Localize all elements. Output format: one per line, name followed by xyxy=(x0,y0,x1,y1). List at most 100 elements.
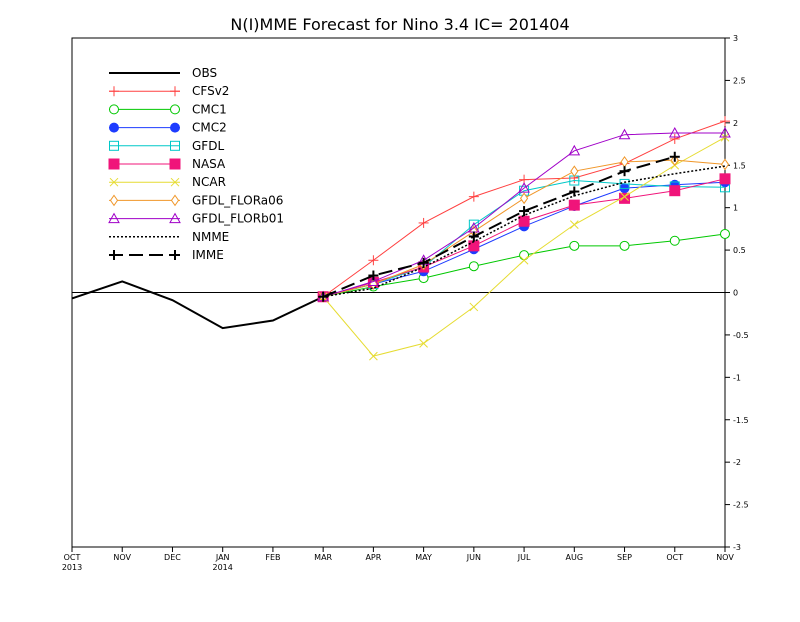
legend-marker-ncar xyxy=(170,177,180,187)
data-point-gfdl-florb01 xyxy=(618,128,631,140)
data-point-gfdl-flora06 xyxy=(519,192,529,205)
x-tick-label: OCT xyxy=(666,553,683,562)
legend-label-imme: IMME xyxy=(192,248,224,262)
data-point-cfsv2 xyxy=(669,133,680,144)
series-line-obs xyxy=(71,280,324,330)
series-cmc1 xyxy=(318,228,730,302)
data-point-nasa xyxy=(719,173,731,185)
series-layer xyxy=(71,116,731,361)
legend-entry-gfdl-flora06: GFDL_FLORa06 xyxy=(109,193,283,207)
legend-marker-imme xyxy=(170,250,180,260)
legend-label-cmc2: CMC2 xyxy=(192,121,227,135)
legend-marker-gfdl-florb01 xyxy=(169,212,181,224)
x-tick-label: NOV xyxy=(716,553,734,562)
series-line-cmc1 xyxy=(323,233,726,298)
legend-marker-cmc1 xyxy=(170,104,180,115)
x-tick-label: NOV xyxy=(113,553,131,562)
legend-entry-cmc1: CMC1 xyxy=(109,102,227,116)
x-tick-label: DEC xyxy=(164,553,181,562)
data-point-gfdl-florb01 xyxy=(568,144,581,156)
legend-label-gfdl-flora06: GFDL_FLORa06 xyxy=(192,193,283,207)
y-tick-label: -3 xyxy=(733,543,741,552)
legend-label-cmc1: CMC1 xyxy=(192,102,227,116)
legend-marker-cmc2 xyxy=(170,122,180,133)
legend-entry-obs: OBS xyxy=(109,66,217,80)
legend-entry-nasa: NASA xyxy=(108,157,226,171)
legend-marker-cfsv2 xyxy=(109,86,119,97)
legend-marker-nasa xyxy=(169,158,181,170)
legend-marker-imme xyxy=(109,250,119,260)
series-ncar xyxy=(318,132,730,361)
series-line-imme xyxy=(322,155,676,298)
y-tick-label: 2 xyxy=(733,119,738,128)
data-point-imme xyxy=(418,257,429,268)
marker-stroke xyxy=(170,177,180,187)
data-point-nasa xyxy=(518,215,530,227)
legend-entry-gfdl-florb01: GFDL_FLORb01 xyxy=(108,212,284,226)
legend-entry-imme: IMME xyxy=(109,248,224,262)
legend-marker-cmc1 xyxy=(109,104,119,115)
y-tick-label: 2.5 xyxy=(733,76,746,85)
data-point-imme xyxy=(318,291,329,302)
legend-entry-nmme: NMME xyxy=(109,230,229,244)
y-tick-label: -1.5 xyxy=(733,416,749,425)
series-line-gfdl-florb01 xyxy=(323,132,725,298)
series-line-ncar xyxy=(322,136,726,357)
data-point-cfsv2 xyxy=(368,255,379,266)
data-point-ncar xyxy=(620,192,629,201)
y-tick-label: -1 xyxy=(733,373,741,382)
chart-title: N(I)MME Forecast for Nino 3.4 IC= 201404 xyxy=(230,15,569,34)
data-point-gfdl-florb01 xyxy=(719,126,731,138)
series-obs xyxy=(71,280,324,330)
data-point-nasa xyxy=(619,192,631,204)
data-point-cmc1 xyxy=(720,228,730,239)
marker-stroke xyxy=(569,220,579,229)
x-tick-label: JUN xyxy=(466,553,481,562)
y-tick-label: -2 xyxy=(733,458,741,467)
data-point-ncar xyxy=(519,255,529,265)
series-nmme xyxy=(323,165,726,298)
y-tick-label: 0.5 xyxy=(733,246,746,255)
y-tick-label: 1 xyxy=(733,204,738,213)
data-point-ncar xyxy=(419,339,428,348)
legend-marker-gfdl-florb01 xyxy=(108,212,120,224)
legend: OBS CFSv2 CMC1 CMC2 GFDL NASA NCAR GFDL_FLORa06… xyxy=(108,66,284,262)
y-tick-label: -0.5 xyxy=(733,331,749,340)
data-point-gfdl xyxy=(619,178,630,189)
data-point-imme xyxy=(368,270,379,281)
data-point-nasa xyxy=(568,199,580,211)
legend-label-obs: OBS xyxy=(192,66,217,80)
data-point-gfdl-flora06 xyxy=(720,158,730,171)
x-tick-label: APR xyxy=(365,553,381,562)
legend-marker-cfsv2 xyxy=(170,86,180,97)
legend-entry-cmc2: CMC2 xyxy=(109,121,227,135)
legend-label-ncar: NCAR xyxy=(192,175,226,189)
x-tick-label: MAR xyxy=(314,553,332,562)
legend-entry-gfdl: GFDL xyxy=(109,139,224,153)
data-point-cmc1 xyxy=(569,240,580,251)
series-imme xyxy=(318,151,680,302)
y-tick-label: 0 xyxy=(733,289,738,298)
data-point-ncar xyxy=(469,302,479,312)
legend-marker-ncar xyxy=(109,177,119,187)
data-point-ncar xyxy=(569,220,579,229)
data-point-imme xyxy=(468,231,479,242)
data-point-cfsv2 xyxy=(418,217,429,228)
marker-stroke xyxy=(469,302,479,312)
legend-marker-gfdl-flora06 xyxy=(109,194,119,207)
data-point-nasa xyxy=(669,185,681,197)
marker-stroke xyxy=(620,192,629,201)
y-tick-label: 3 xyxy=(733,34,738,43)
marker-stroke xyxy=(109,177,119,187)
legend-label-gfdl: GFDL xyxy=(192,139,224,153)
marker-stroke xyxy=(519,255,529,265)
legend-entry-cfsv2: CFSv2 xyxy=(109,84,229,98)
y-tick-label: 1.5 xyxy=(733,161,746,170)
data-point-gfdl-florb01 xyxy=(367,275,380,286)
x-tick-label: SEP xyxy=(617,553,632,562)
x-tick-label: MAY xyxy=(415,553,432,562)
legend-label-cfsv2: CFSv2 xyxy=(192,84,229,98)
data-point-cmc1 xyxy=(619,240,630,251)
data-point-imme xyxy=(619,166,630,177)
